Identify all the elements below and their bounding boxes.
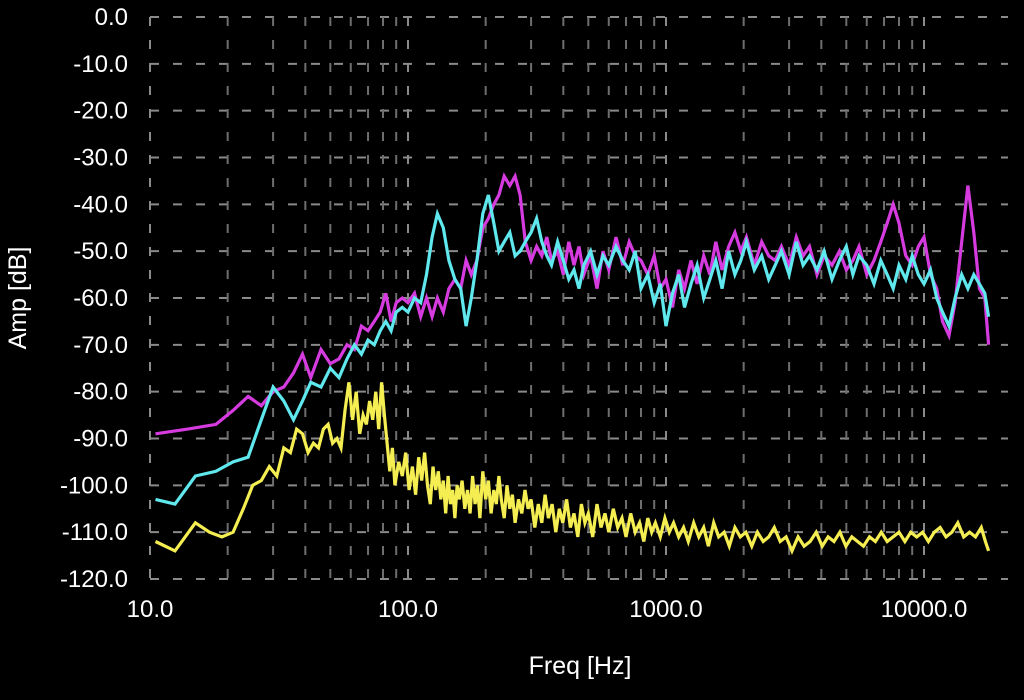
y-tick-label: -80.0	[73, 379, 128, 406]
y-tick-label: -30.0	[73, 145, 128, 172]
series-line-2	[155, 194, 991, 506]
y-tick-label: -60.0	[73, 285, 128, 312]
y-axis: 0.0 -10.0 -20.0 -30.0 -40.0 -50.0 -60.0 -70.0 -8…	[60, 4, 128, 593]
x-tick-label: 10.0	[127, 596, 174, 623]
y-tick-label: -50.0	[73, 238, 128, 265]
x-tick-label: 100.0	[378, 596, 438, 623]
y-tick-label: -40.0	[73, 191, 128, 218]
y-tick-label: -70.0	[73, 332, 128, 359]
y-tick-label: -100.0	[60, 472, 128, 499]
x-axis-title: Freq [Hz]	[529, 652, 632, 680]
y-tick-label: -120.0	[60, 566, 128, 593]
y-tick-label: -90.0	[73, 426, 128, 453]
series-layer	[154, 171, 991, 555]
series-line-3	[154, 382, 991, 555]
x-tick-label: 10000.0	[881, 596, 968, 623]
y-tick-label: -20.0	[73, 98, 128, 125]
y-tick-label: -10.0	[73, 51, 128, 78]
grid-layer	[149, 16, 1008, 580]
y-axis-title: Amp [dB]	[4, 247, 32, 350]
y-tick-label: 0.0	[95, 4, 128, 31]
x-axis: 10.0 100.0 1000.0 10000.0	[127, 596, 968, 623]
x-tick-label: 1000.0	[629, 596, 702, 623]
y-tick-label: -110.0	[62, 519, 128, 546]
